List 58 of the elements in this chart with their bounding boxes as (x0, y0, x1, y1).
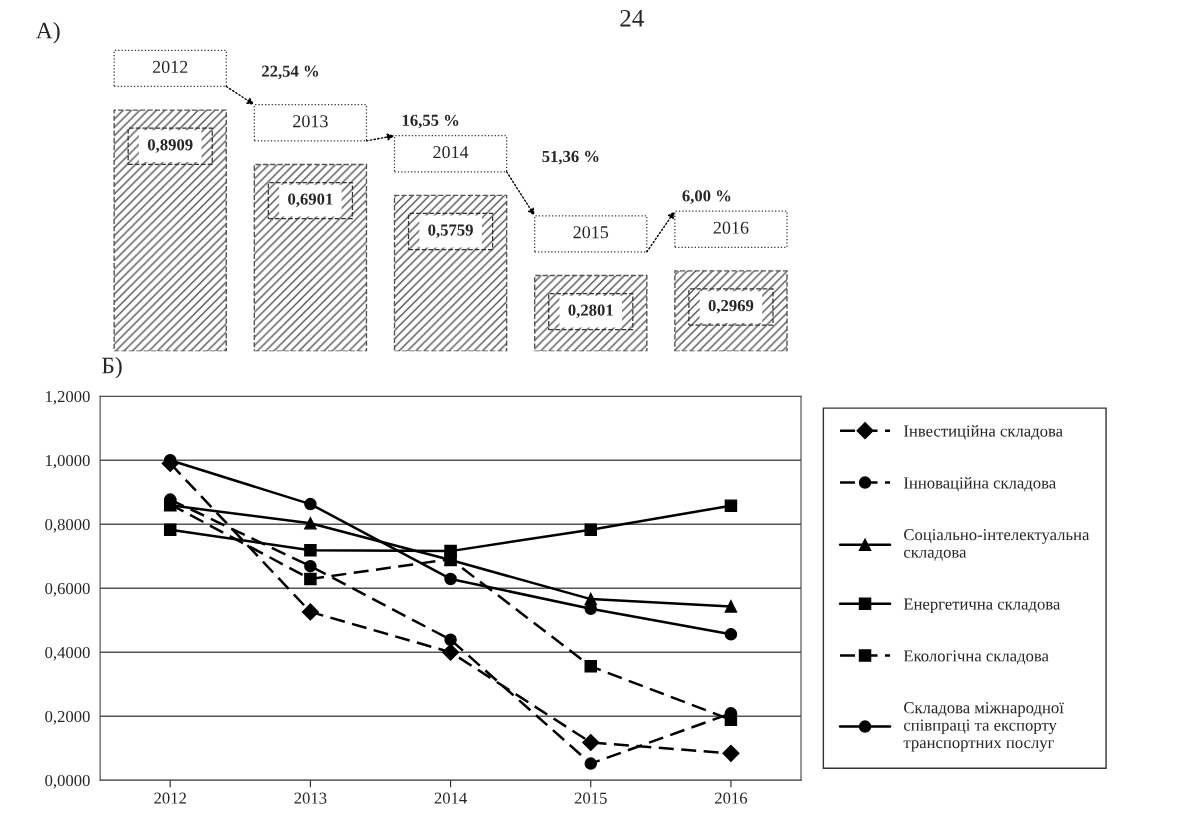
text: 24 (620, 9, 644, 27)
data-label: 0,5759 (428, 224, 473, 239)
chart-title: А) (35, 21, 60, 44)
point (444, 633, 457, 647)
data-label: 0,2801 (568, 304, 613, 319)
category-label: 2012 (152, 60, 188, 73)
legend-label: Енергетична складова (903, 598, 1061, 614)
category-label: 2016 (713, 221, 749, 234)
text: 22,54 % (262, 65, 319, 80)
point (442, 643, 460, 661)
category-label: 2015 (573, 226, 609, 239)
y-tick-label: 0,6000 (45, 582, 90, 597)
x-tick-label: 2012 (154, 792, 186, 804)
point (304, 572, 317, 586)
category-label: 2014 (433, 146, 469, 159)
point (304, 559, 317, 573)
point (163, 523, 177, 536)
category-label: 2013 (293, 115, 328, 128)
legend-label: Соціально-інтелектуальна складова (904, 529, 1090, 561)
point (724, 713, 738, 727)
data-label: 0,6901 (288, 193, 333, 208)
data-label: 0,2969 (708, 299, 754, 314)
legend-label: Інноваційна складова (903, 476, 1056, 492)
point (722, 744, 740, 762)
y-tick-label: 0,4000 (45, 646, 90, 661)
annotation: 6,00 % (682, 190, 731, 204)
point (582, 733, 600, 752)
x-tick-label: 2014 (434, 792, 467, 804)
point (584, 757, 598, 770)
legend-label: Інвестиційна складова (903, 425, 1063, 440)
x-tick-label: 2016 (715, 792, 748, 804)
y-tick-label: 1,2000 (46, 390, 90, 405)
y-tick-label: 0,0000 (45, 774, 90, 789)
bar (393, 194, 508, 352)
legend-label: Складова міжнародної співпраці та експорту транспортних послуг (903, 702, 1064, 752)
bar (253, 163, 368, 352)
annotation: 16,55 % (402, 114, 459, 129)
point (724, 628, 738, 641)
point (163, 498, 177, 511)
x-tick-label: 2013 (294, 792, 327, 804)
chart-title: Б) (102, 356, 122, 379)
y-tick-label: 1,0000 (46, 454, 90, 469)
point (304, 543, 317, 557)
legend-label: Екологічна складова (903, 650, 1049, 665)
annotation: 51,36 % (542, 150, 599, 165)
x-tick-label: 2015 (574, 792, 607, 804)
point (301, 603, 319, 621)
point (304, 517, 317, 530)
y-tick-label: 0,8000 (45, 518, 90, 533)
point (584, 523, 598, 536)
y-tick-label: 0,2000 (45, 710, 90, 725)
bar (113, 109, 227, 352)
point (444, 572, 457, 586)
data-label: 0,8909 (147, 139, 193, 153)
point (584, 660, 598, 673)
point (724, 499, 738, 512)
point (304, 497, 317, 511)
point (724, 600, 738, 613)
